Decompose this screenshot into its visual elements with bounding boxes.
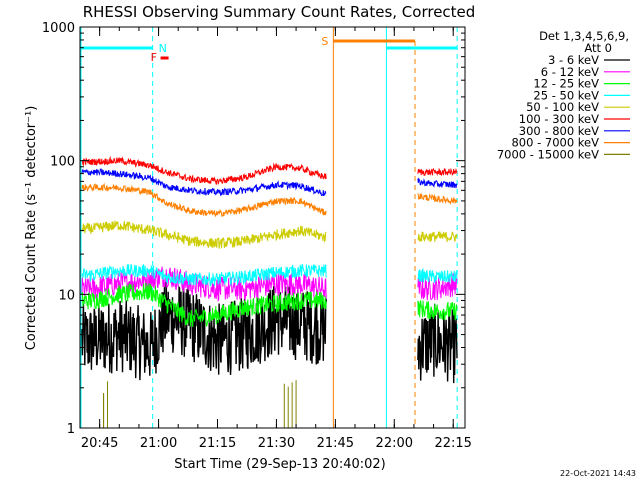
y-tick-label: 1000 <box>42 21 75 36</box>
legend-entry-label: 25 - 50 keV <box>533 88 599 102</box>
series-path <box>81 182 327 218</box>
legend-entry-label: 6 - 12 keV <box>541 65 599 79</box>
x-tick-label: 21:45 <box>317 436 354 451</box>
legend-entry-label: 100 - 300 keV <box>519 112 599 126</box>
legend-entry-label: 50 - 100 keV <box>526 100 599 114</box>
y-tick-label: 1 <box>67 422 75 437</box>
series-line <box>81 282 458 328</box>
chart-title: RHESSI Observing Summary Count Rates, Co… <box>83 3 476 21</box>
series-path <box>81 264 327 287</box>
series-path <box>81 282 327 328</box>
series-line <box>103 380 297 428</box>
series-line <box>81 220 458 249</box>
series-path <box>417 300 458 321</box>
series-path <box>81 220 327 249</box>
series-line <box>81 167 458 197</box>
x-tick-label: 21:30 <box>258 436 295 451</box>
flag-label-f: F <box>151 51 157 64</box>
legend-entry-label: 12 - 25 keV <box>533 77 599 91</box>
legend-entry-label: 3 - 6 keV <box>548 53 599 67</box>
series-path <box>417 268 458 284</box>
flag-label-n: N <box>159 42 167 55</box>
x-tick-label: 21:00 <box>140 436 177 451</box>
series-path <box>417 231 458 242</box>
x-tick-label: 21:15 <box>199 436 236 451</box>
generation-timestamp: 22-Oct-2021 14:43 <box>560 469 636 478</box>
y-tick-label: 10 <box>58 288 75 303</box>
y-axis-label: Corrected Count Rate (s⁻¹ detector⁻¹) <box>24 106 39 351</box>
y-tick-label: 100 <box>50 155 75 170</box>
tick-layer: 20:45 21:00 21:15 21:30 21:45 22:00 22:15 1 10 10… <box>42 21 472 451</box>
x-tick-label: 20:45 <box>81 436 118 451</box>
series-path <box>81 155 327 185</box>
series-path <box>81 167 327 197</box>
series-layer <box>81 155 458 428</box>
series-path <box>417 167 458 177</box>
plot-frame <box>79 26 466 429</box>
flag-layer: NF S <box>80 27 458 428</box>
series-path <box>417 177 458 189</box>
legend-entry-label: 300 - 800 keV <box>519 124 599 138</box>
series-line <box>81 182 458 218</box>
legend-entry-label: 7000 - 15000 keV <box>497 147 599 161</box>
series-path <box>417 303 458 384</box>
series-line <box>81 266 458 303</box>
series-path <box>81 266 327 303</box>
series-line <box>81 264 458 287</box>
series-line <box>81 155 458 185</box>
legend-header-line-1: Det 1,3,4,5,6,9, <box>539 29 629 43</box>
legend-entry-label: 800 - 7000 keV <box>511 136 599 150</box>
x-tick-label: 22:00 <box>376 436 413 451</box>
legend-header-line-2: Att 0 <box>584 41 612 55</box>
x-axis-label: Start Time (29-Sep-13 20:40:02) <box>174 457 385 472</box>
flag-label-s: S <box>321 35 328 48</box>
series-path <box>417 193 458 205</box>
x-tick-label: 22:15 <box>434 436 471 451</box>
series-path <box>417 273 458 301</box>
